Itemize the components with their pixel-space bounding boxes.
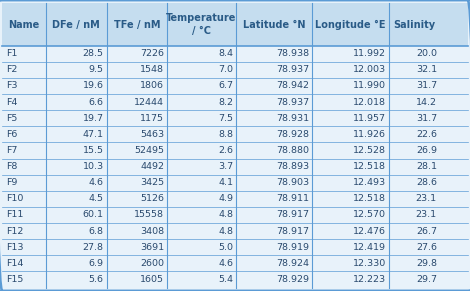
Text: F14: F14 xyxy=(6,259,23,268)
Text: 23.1: 23.1 xyxy=(416,194,437,203)
Text: TFe / nM: TFe / nM xyxy=(114,19,160,30)
Text: 78.893: 78.893 xyxy=(276,162,309,171)
Text: 32.1: 32.1 xyxy=(416,65,437,74)
Text: 31.7: 31.7 xyxy=(416,114,437,123)
Text: 78.938: 78.938 xyxy=(276,49,309,58)
Text: 4.8: 4.8 xyxy=(218,210,233,219)
Text: 4492: 4492 xyxy=(140,162,164,171)
Text: 8.4: 8.4 xyxy=(218,49,233,58)
Text: 28.1: 28.1 xyxy=(416,162,437,171)
Text: 78.880: 78.880 xyxy=(276,146,309,155)
Text: DFe / nM: DFe / nM xyxy=(53,19,100,30)
Text: F3: F3 xyxy=(6,81,17,91)
Text: 8.8: 8.8 xyxy=(218,130,233,139)
Text: 3.7: 3.7 xyxy=(218,162,233,171)
Text: 4.9: 4.9 xyxy=(218,194,233,203)
Text: 3425: 3425 xyxy=(140,178,164,187)
Text: 12.528: 12.528 xyxy=(352,146,386,155)
Text: 52495: 52495 xyxy=(134,146,164,155)
Text: 78.928: 78.928 xyxy=(276,130,309,139)
Text: 6.9: 6.9 xyxy=(89,259,104,268)
Text: 12.419: 12.419 xyxy=(352,243,386,252)
Text: 2.6: 2.6 xyxy=(218,146,233,155)
Text: 11.990: 11.990 xyxy=(352,81,386,91)
Text: 14.2: 14.2 xyxy=(416,97,437,107)
Text: 12.018: 12.018 xyxy=(352,97,386,107)
Text: 11.957: 11.957 xyxy=(352,114,386,123)
Text: 78.937: 78.937 xyxy=(276,97,309,107)
Text: 4.6: 4.6 xyxy=(89,178,104,187)
Text: 22.6: 22.6 xyxy=(416,130,437,139)
Text: 12.330: 12.330 xyxy=(352,259,386,268)
Text: 1605: 1605 xyxy=(140,275,164,284)
Text: 29.8: 29.8 xyxy=(416,259,437,268)
Text: F13: F13 xyxy=(6,243,23,252)
Text: 20.0: 20.0 xyxy=(416,49,437,58)
Text: 26.9: 26.9 xyxy=(416,146,437,155)
Text: 28.6: 28.6 xyxy=(416,178,437,187)
Text: F10: F10 xyxy=(6,194,23,203)
Text: 15558: 15558 xyxy=(134,210,164,219)
Text: 4.8: 4.8 xyxy=(218,227,233,236)
Text: 5463: 5463 xyxy=(140,130,164,139)
Text: 4.1: 4.1 xyxy=(218,178,233,187)
Text: 78.919: 78.919 xyxy=(276,243,309,252)
Text: 1175: 1175 xyxy=(140,114,164,123)
Text: F4: F4 xyxy=(6,97,17,107)
Text: 78.911: 78.911 xyxy=(276,194,309,203)
Text: 28.5: 28.5 xyxy=(83,49,104,58)
Text: 5.0: 5.0 xyxy=(218,243,233,252)
Text: F11: F11 xyxy=(6,210,23,219)
Text: 6.8: 6.8 xyxy=(89,227,104,236)
Text: 4.6: 4.6 xyxy=(218,259,233,268)
Text: 78.931: 78.931 xyxy=(276,114,309,123)
Text: 9.5: 9.5 xyxy=(89,65,104,74)
Text: 78.903: 78.903 xyxy=(276,178,309,187)
Text: 10.3: 10.3 xyxy=(83,162,104,171)
Text: 6.7: 6.7 xyxy=(218,81,233,91)
Text: 78.917: 78.917 xyxy=(276,210,309,219)
Text: 23.1: 23.1 xyxy=(416,210,437,219)
Text: 15.5: 15.5 xyxy=(83,146,104,155)
Text: 12.518: 12.518 xyxy=(352,162,386,171)
Text: 19.6: 19.6 xyxy=(83,81,104,91)
Text: 47.1: 47.1 xyxy=(83,130,104,139)
Text: 12.518: 12.518 xyxy=(352,194,386,203)
Text: 3691: 3691 xyxy=(140,243,164,252)
Text: 7226: 7226 xyxy=(140,49,164,58)
Text: F8: F8 xyxy=(6,162,17,171)
Text: F12: F12 xyxy=(6,227,23,236)
Text: 2600: 2600 xyxy=(140,259,164,268)
Text: 8.2: 8.2 xyxy=(218,97,233,107)
Text: 12.003: 12.003 xyxy=(352,65,386,74)
Bar xyxy=(2,3,468,46)
Text: F7: F7 xyxy=(6,146,17,155)
Text: 3408: 3408 xyxy=(140,227,164,236)
Text: 11.926: 11.926 xyxy=(352,130,386,139)
Text: Temperature
/ °C: Temperature / °C xyxy=(166,13,237,36)
Text: 12.476: 12.476 xyxy=(352,227,386,236)
Text: 4.5: 4.5 xyxy=(89,194,104,203)
Text: 12.493: 12.493 xyxy=(352,178,386,187)
Text: 19.7: 19.7 xyxy=(83,114,104,123)
Text: 60.1: 60.1 xyxy=(83,210,104,219)
Text: Salinity: Salinity xyxy=(393,19,435,30)
Text: 27.8: 27.8 xyxy=(83,243,104,252)
Text: Name: Name xyxy=(8,19,40,30)
Text: 5126: 5126 xyxy=(140,194,164,203)
Text: 78.924: 78.924 xyxy=(276,259,309,268)
Text: 1548: 1548 xyxy=(140,65,164,74)
Text: 6.6: 6.6 xyxy=(89,97,104,107)
Text: 29.7: 29.7 xyxy=(416,275,437,284)
Text: Latitude °N: Latitude °N xyxy=(243,19,306,30)
Text: F1: F1 xyxy=(6,49,17,58)
Text: F2: F2 xyxy=(6,65,17,74)
Text: 7.0: 7.0 xyxy=(218,65,233,74)
Text: 7.5: 7.5 xyxy=(218,114,233,123)
Text: 11.992: 11.992 xyxy=(352,49,386,58)
Text: 27.6: 27.6 xyxy=(416,243,437,252)
Text: 78.917: 78.917 xyxy=(276,227,309,236)
Text: 1806: 1806 xyxy=(140,81,164,91)
Text: 12.223: 12.223 xyxy=(352,275,386,284)
